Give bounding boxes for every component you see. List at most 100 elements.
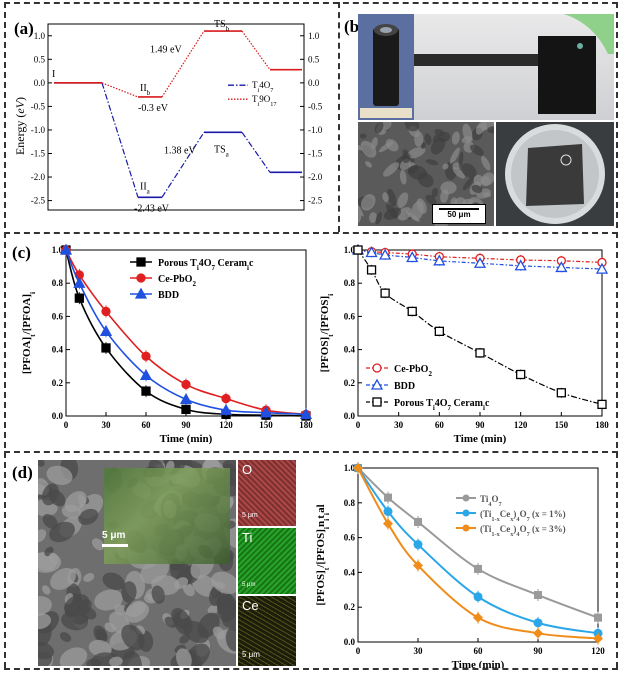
sem-grain <box>458 151 464 168</box>
data-point <box>74 293 84 303</box>
scale-bar-label: 50 μm <box>447 210 471 219</box>
sem-grain <box>78 508 99 525</box>
y-tick-label: 0.4 <box>344 567 356 577</box>
sem-grain <box>94 589 123 611</box>
ceramic-electrode-illustration <box>358 14 614 120</box>
panel-d-label: (d) <box>12 463 33 482</box>
panel-b: (b) 50 μm <box>342 6 614 228</box>
panel-d-label-layer: (d) <box>12 463 33 482</box>
y-tick-label: 0.0 <box>344 411 356 421</box>
sem-grain <box>360 194 376 211</box>
data-point <box>141 351 151 361</box>
sem-grain <box>83 573 95 582</box>
sem-grain <box>434 128 445 136</box>
sem-grain <box>407 164 419 175</box>
y-tick-label: 0.2 <box>344 378 356 388</box>
data-point <box>533 628 543 639</box>
sem-grain <box>41 483 59 506</box>
data-point <box>99 325 113 336</box>
y-axis-label: [PFOA]t/[PFOA]i <box>21 291 37 374</box>
data-point <box>181 379 191 390</box>
label-state-TSb: TSb <box>214 19 230 33</box>
legend-marker <box>372 363 382 373</box>
y-tick-label-left: 0.5 <box>34 54 46 64</box>
sem-grain <box>449 147 460 164</box>
connector-Ti4O7 <box>241 131 271 173</box>
sem-grain <box>397 207 412 221</box>
y-tick-label: 0.6 <box>344 311 356 321</box>
y-tick-label-left: -0.5 <box>31 101 46 111</box>
sem-grain <box>385 138 399 152</box>
sem-grain <box>207 604 220 614</box>
sem-grain <box>471 184 483 194</box>
legend-label: Ti4O7 <box>252 80 273 94</box>
data-point <box>141 386 151 396</box>
y-tick-label: 0.4 <box>52 345 64 355</box>
y-tick-label-left: 1.0 <box>34 31 46 41</box>
sem-grain <box>382 192 389 203</box>
sem-grain <box>174 460 186 470</box>
x-tick-label: 0 <box>356 420 361 430</box>
label-barrier-a: 1.38 eV <box>164 145 196 156</box>
eds-label-ti: Ti <box>242 530 253 545</box>
sem-grain <box>38 529 47 543</box>
eds-map-ti: Ti 5 μm <box>238 528 296 594</box>
legend: Porous Ti4O7 Ceramic Ce-PbO2 BDD <box>130 257 254 301</box>
legend-marker <box>134 287 148 299</box>
data-point <box>406 251 419 263</box>
data-point <box>380 288 390 298</box>
legend: Ce-PbO2 BDD Porous Ti4O7 Ceramic <box>366 363 490 412</box>
sem-grain <box>59 647 88 666</box>
sem-grain <box>48 552 59 566</box>
y-tick-label: 0.2 <box>52 378 64 388</box>
membrane-disc-photo <box>496 122 614 226</box>
sem-grain <box>38 460 45 467</box>
sem-grain <box>487 126 494 134</box>
panel-c-left: (c) 0 30 60 90 120 150 180 0.0 0.2 0.4 0.6 0.8 1.0 Ti… <box>8 236 314 448</box>
data-point <box>433 254 446 266</box>
legend-label: Porous Ti4O7 Ceramic <box>394 398 490 412</box>
data-point <box>534 591 542 600</box>
data-point <box>353 245 363 255</box>
sem-grain <box>164 616 178 628</box>
panel-c-label: (c) <box>12 243 31 262</box>
data-point <box>475 348 485 358</box>
sem-scale-label: 5 μm <box>102 530 126 541</box>
sem-grain <box>216 591 232 611</box>
eds-map-o: O 5 μm <box>238 460 296 526</box>
y-tick-label-right: 1.0 <box>308 31 320 41</box>
sem-grain <box>38 483 47 495</box>
legend-marker <box>462 494 470 502</box>
data-point <box>473 592 483 602</box>
label-state-IIa: IIa <box>140 181 151 195</box>
sem-micrograph: 5 μm <box>38 460 236 666</box>
x-tick-label: 180 <box>595 420 609 430</box>
sem-grain <box>225 626 236 652</box>
eds-scale-ti: 5 μm <box>242 582 256 588</box>
y-tick-label-left: 0.0 <box>34 78 46 88</box>
y-tick-label-right: 0.5 <box>308 54 320 64</box>
sem-grain <box>383 162 400 177</box>
data-point <box>516 369 526 380</box>
data-point <box>379 248 392 260</box>
legend: Ti4O7(Ti1-xCex)4O7 (x = 1%)(Ti1-xCex)4O7… <box>456 494 566 538</box>
pfoa-degradation-chart: (c) 0 30 60 90 120 150 180 0.0 0.2 0.4 0.6 0.8 1.0 Ti… <box>12 243 313 445</box>
overlay-eds-map <box>104 468 230 564</box>
series-line <box>357 249 603 264</box>
y-tick-label-right: 0.0 <box>308 78 320 88</box>
sem-grain <box>211 571 236 595</box>
sem-grain <box>121 624 145 651</box>
y-tick-label-right: -2.0 <box>308 172 323 182</box>
x-axis-label: Time (min) <box>160 433 213 445</box>
panel-d-left: 5 μm O 5 μm Ti 5 μm Ce 5 μm (d) <box>8 456 296 666</box>
legend-marker <box>462 524 470 532</box>
sem-grain <box>371 137 378 150</box>
y-axis-label: [PFOS]t/[PFOS]i <box>319 293 335 373</box>
scale-bar-box: 50 μm <box>432 204 486 224</box>
data-point <box>383 518 393 529</box>
frame-left <box>4 2 6 668</box>
sem-grain <box>397 192 409 209</box>
data-point <box>299 408 313 419</box>
legend-label: (Ti1-xCex)4O7 (x = 1%) <box>480 509 566 523</box>
